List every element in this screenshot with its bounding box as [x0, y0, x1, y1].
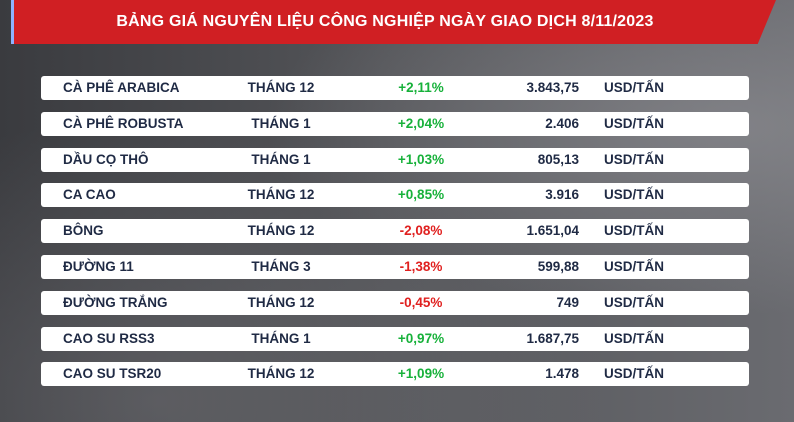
title-banner: BẢNG GIÁ NGUYÊN LIỆU CÔNG NGHIỆP NGÀY GI… — [14, 0, 776, 44]
price-unit: USD/TẤN — [604, 331, 664, 346]
price-change: +0,85% — [397, 187, 445, 202]
price-unit: USD/TẤN — [604, 152, 664, 167]
table-row: CAO SU RSS3 THÁNG 1 +0,97% 1.687,75 USD/… — [41, 327, 749, 351]
price-value: 749 — [556, 295, 579, 310]
table-row: ĐƯỜNG 11 THÁNG 3 -1,38% 599,88 USD/TẤN — [41, 255, 749, 279]
table-row: ĐƯỜNG TRẮNG THÁNG 12 -0,45% 749 USD/TẤN — [41, 291, 749, 315]
contract-month: THÁNG 12 — [247, 223, 315, 238]
table-row: DẦU CỌ THÔ THÁNG 1 +1,03% 805,13 USD/TẤN — [41, 148, 749, 172]
contract-month: THÁNG 1 — [251, 152, 311, 167]
commodity-name: BÔNG — [63, 223, 104, 238]
table-row: BÔNG THÁNG 12 -2,08% 1.651,04 USD/TẤN — [41, 219, 749, 243]
commodity-name: ĐƯỜNG TRẮNG — [63, 295, 168, 310]
price-change: +1,03% — [397, 152, 445, 167]
price-change: +1,09% — [397, 366, 445, 381]
contract-month: THÁNG 3 — [251, 259, 311, 274]
contract-month: THÁNG 12 — [247, 295, 315, 310]
price-unit: USD/TẤN — [604, 366, 664, 381]
contract-month: THÁNG 12 — [247, 366, 315, 381]
price-value: 1.651,04 — [526, 223, 579, 238]
commodity-name: DẦU CỌ THÔ — [63, 152, 149, 167]
price-unit: USD/TẤN — [604, 116, 664, 131]
price-unit: USD/TẤN — [604, 187, 664, 202]
price-value: 599,88 — [537, 259, 579, 274]
table-row: CA CAO THÁNG 12 +0,85% 3.916 USD/TẤN — [41, 183, 749, 207]
price-unit: USD/TẤN — [604, 80, 664, 95]
price-value: 1.687,75 — [526, 331, 579, 346]
commodity-name: CÀ PHÊ ROBUSTA — [63, 116, 184, 131]
price-value: 3.916 — [545, 187, 579, 202]
contract-month: THÁNG 1 — [251, 331, 311, 346]
price-value: 2.406 — [545, 116, 579, 131]
commodity-name: CA CAO — [63, 187, 116, 202]
price-change: -1,38% — [399, 259, 443, 274]
table-row: CAO SU TSR20 THÁNG 12 +1,09% 1.478 USD/T… — [41, 362, 749, 386]
contract-month: THÁNG 12 — [247, 187, 315, 202]
price-change: +2,04% — [397, 116, 445, 131]
price-value: 1.478 — [545, 366, 579, 381]
price-value: 805,13 — [537, 152, 579, 167]
price-change: -0,45% — [399, 295, 443, 310]
contract-month: THÁNG 1 — [251, 116, 311, 131]
price-unit: USD/TẤN — [604, 223, 664, 238]
price-value: 3.843,75 — [526, 80, 579, 95]
price-unit: USD/TẤN — [604, 295, 664, 310]
price-change: +2,11% — [398, 80, 444, 95]
accent-bar — [11, 0, 14, 44]
contract-month: THÁNG 12 — [247, 80, 315, 95]
page-title: BẢNG GIÁ NGUYÊN LIỆU CÔNG NGHIỆP NGÀY GI… — [116, 13, 654, 30]
price-change: +0,97% — [397, 331, 445, 346]
commodity-name: ĐƯỜNG 11 — [63, 259, 134, 274]
commodity-name: CAO SU RSS3 — [63, 331, 155, 346]
table-row: CÀ PHÊ ROBUSTA THÁNG 1 +2,04% 2.406 USD/… — [41, 112, 749, 136]
table-row: CÀ PHÊ ARABICA THÁNG 12 +2,11% 3.843,75 … — [41, 76, 749, 100]
price-change: -2,08% — [399, 223, 443, 238]
commodity-name: CÀ PHÊ ARABICA — [63, 80, 180, 95]
price-unit: USD/TẤN — [604, 259, 664, 274]
commodity-name: CAO SU TSR20 — [63, 366, 162, 381]
